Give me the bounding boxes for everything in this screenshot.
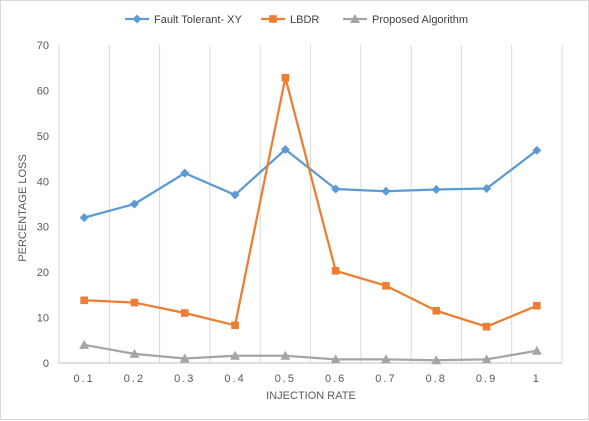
data-point (381, 186, 391, 196)
y-tick-label: 10 (37, 313, 49, 325)
x-tick-label: 0.5 (275, 373, 296, 385)
y-tick-label: 70 (37, 40, 49, 52)
data-point (382, 281, 390, 290)
series-line (83, 148, 538, 219)
legend-item: Proposed Algorithm (343, 14, 468, 26)
series-line (83, 343, 538, 362)
y-tick-label: 30 (37, 222, 49, 234)
x-tick-label: 0.8 (426, 373, 447, 385)
series-1 (80, 73, 541, 331)
data-point (432, 306, 441, 315)
data-point (79, 339, 90, 349)
data-point (330, 354, 341, 364)
data-point (180, 309, 189, 317)
x-tick-label: 0.4 (224, 373, 245, 385)
x-tick-label: 0.7 (375, 373, 396, 385)
data-point (180, 168, 190, 178)
data-point (481, 354, 492, 364)
data-point (280, 144, 290, 154)
legend-swatch-marker (132, 14, 142, 24)
data-point (80, 296, 88, 305)
data-point (129, 348, 140, 358)
x-tick-label: 0.1 (74, 373, 95, 385)
data-point (331, 184, 341, 194)
data-point (280, 350, 291, 360)
data-point (380, 354, 391, 364)
data-point (482, 184, 492, 194)
data-point (331, 266, 340, 275)
data-point (179, 353, 190, 363)
data-point (431, 184, 441, 194)
legend-item: LBDR (261, 14, 319, 26)
data-point (533, 301, 541, 310)
legend-swatch-marker (269, 15, 277, 23)
data-point (281, 73, 290, 82)
x-tick-label: 0.9 (476, 373, 497, 385)
x-tick-label: 0.2 (124, 373, 145, 385)
data-point (531, 345, 542, 355)
series-line (84, 76, 538, 328)
legend-label: Fault Tolerant- XY (154, 14, 243, 26)
x-tick-label: 0.3 (174, 373, 195, 385)
legend-label: Proposed Algorithm (372, 14, 468, 26)
x-axis-title: INJECTION RATE (266, 390, 356, 402)
legend-label: LBDR (290, 14, 319, 26)
y-tick-label: 40 (37, 176, 49, 188)
series-2 (79, 339, 542, 365)
x-tick-label: 0.6 (325, 373, 346, 385)
legend-swatch-marker (350, 14, 360, 23)
legend: Fault Tolerant- XY LBDR Proposed Algorithm (125, 14, 468, 26)
y-axis-ticks: 0 10 20 30 40 50 60 70 (37, 40, 49, 370)
data-point (130, 298, 139, 307)
y-tick-label: 60 (37, 85, 49, 97)
x-axis-ticks: 0.1 0.2 0.3 0.4 0.5 0.6 0.7 0.8 0.9 1 (74, 373, 541, 385)
y-tick-label: 50 (37, 131, 49, 143)
data-point (129, 199, 139, 209)
data-point (230, 190, 240, 200)
gridlines (58, 45, 563, 363)
y-axis-title: PERCENTAGE LOSS (17, 154, 29, 261)
data-point (482, 322, 491, 331)
y-tick-label: 20 (37, 267, 49, 279)
x-tick-label: 1 (533, 373, 541, 385)
series-group (79, 73, 542, 365)
data-point (532, 145, 542, 155)
data-point (230, 350, 241, 360)
data-point (79, 213, 89, 223)
data-point (431, 355, 442, 365)
series-0 (79, 144, 542, 223)
data-point (231, 321, 239, 330)
y-tick-label: 0 (43, 358, 49, 370)
legend-item: Fault Tolerant- XY (125, 14, 243, 26)
